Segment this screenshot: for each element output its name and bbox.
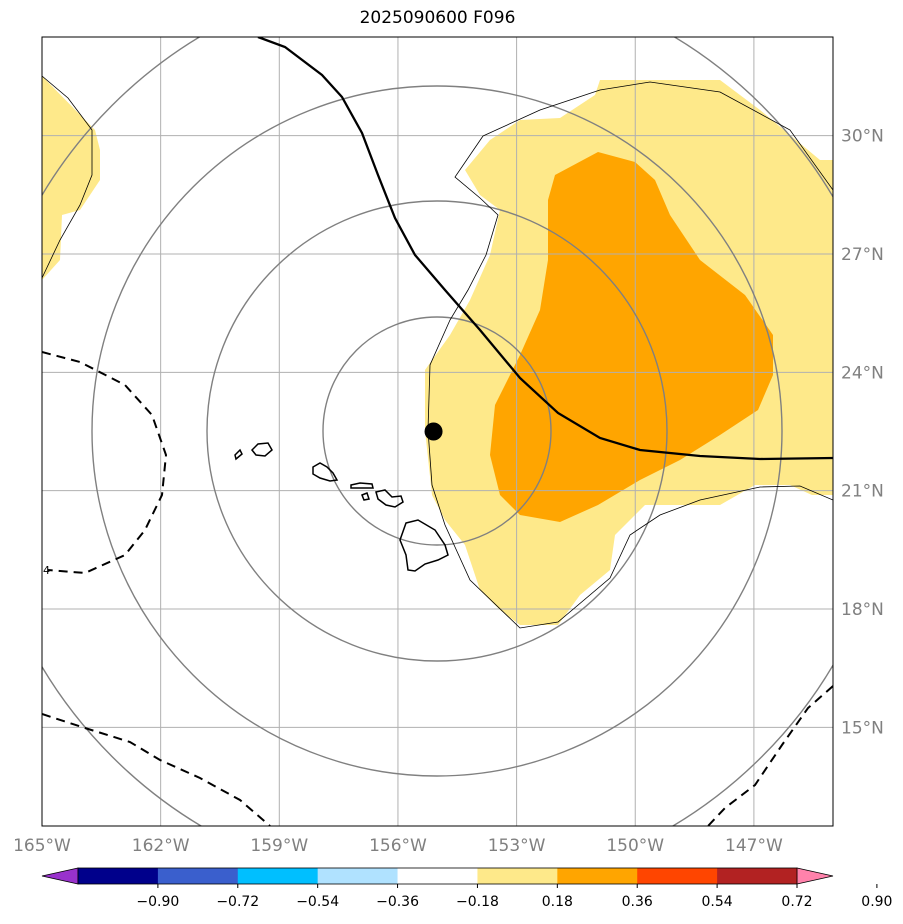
colorbar-tick-label: −0.54	[296, 894, 339, 910]
island-niihau	[234, 448, 243, 461]
longitude-label: 150°W	[606, 836, 664, 856]
latitude-label: 30°N	[841, 127, 884, 147]
colorbar-segment	[78, 868, 159, 884]
island-oahu	[312, 462, 339, 482]
colorbar-segment	[317, 868, 399, 884]
ring-1	[322, 316, 552, 546]
longitude-labels: 165°W 162°W 159°W 156°W 153°W 150°W 147°W	[13, 836, 783, 856]
colorbar-frame	[77, 867, 798, 885]
storm-center-marker	[424, 422, 443, 441]
colorbar-tick-label: 0.54	[702, 894, 733, 910]
longitude-label: 153°W	[488, 836, 546, 856]
latitude-label: 21°N	[841, 482, 884, 502]
island-hawaii	[399, 519, 449, 572]
ring-3	[91, 85, 783, 777]
island-kauai	[250, 442, 273, 457]
colorbar-tick-labels: −0.90 −0.72 −0.54 −0.36 −0.18 0.18 0.36 0.54 0.7…	[136, 894, 892, 910]
negative-contour-bottom-left	[42, 713, 271, 826]
colorbar-tick-label: −0.72	[216, 894, 259, 910]
graticule	[42, 37, 833, 826]
island-lanai	[361, 492, 370, 501]
colorbar-extend-high	[796, 867, 834, 885]
colorbar-extend-low	[41, 867, 79, 885]
colorbar-tick-label: −0.36	[376, 894, 419, 910]
longitude-label: 165°W	[13, 836, 71, 856]
colorbar-tick-label: 0.36	[622, 894, 653, 910]
latitude-label: 18°N	[841, 600, 884, 620]
hawaiian-islands	[234, 442, 449, 572]
longitude-label: 156°W	[369, 836, 427, 856]
negative-contour-bottom-right	[707, 685, 833, 826]
latitude-label: 15°N	[841, 718, 884, 738]
ring-2	[206, 200, 668, 662]
island-maui	[375, 489, 404, 508]
colorbar-tick-label: −0.90	[136, 894, 179, 910]
contour-label: 4	[43, 564, 50, 577]
colorbar-tick-label: 0.72	[781, 894, 812, 910]
longitude-label: 162°W	[132, 836, 190, 856]
negative-contour-left	[42, 351, 168, 575]
distance-rings	[42, 37, 833, 826]
latitude-label: 27°N	[841, 245, 884, 265]
colorbar-segment	[477, 868, 558, 884]
island-molokai	[350, 482, 374, 489]
colorbar-segment	[157, 868, 239, 884]
colorbar-segment	[717, 868, 798, 884]
colorbar-tick-label: 0.90	[861, 894, 892, 910]
colorbar	[41, 867, 878, 888]
track-line	[257, 37, 833, 461]
map-frame	[41, 36, 834, 827]
colorbar-segment	[637, 868, 718, 884]
anomaly-fill-0.36	[490, 152, 773, 522]
colorbar-tick-label: −0.18	[456, 894, 499, 910]
colorbar-segment	[237, 868, 319, 884]
longitude-label: 147°W	[725, 836, 783, 856]
map-panel: 4	[42, 37, 833, 826]
colorbar-segment	[397, 868, 478, 884]
map-title: 2025090600 F096	[359, 8, 516, 28]
colorbar-segment	[557, 868, 638, 884]
colorbar-tick-label: 0.18	[542, 894, 573, 910]
latitude-labels: 30°N 27°N 24°N 21°N 18°N 15°N	[841, 127, 884, 739]
anomaly-outline	[42, 75, 833, 629]
latitude-label: 24°N	[841, 363, 884, 383]
longitude-label: 159°W	[250, 836, 308, 856]
